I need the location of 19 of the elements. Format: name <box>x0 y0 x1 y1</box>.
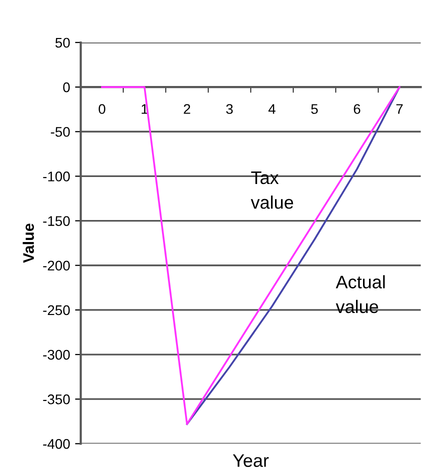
x-tick-label: 6 <box>354 104 360 114</box>
y-tick-label: -200 <box>43 260 70 271</box>
y-tick-label: -100 <box>43 172 70 182</box>
x-tick-label: 3 <box>226 104 233 114</box>
x-tick-label: 4 <box>268 104 276 114</box>
y-tick-label: -50 <box>50 126 70 137</box>
x-axis-title: Year <box>232 454 269 467</box>
x-tick-label: 7 <box>396 104 403 114</box>
y-tick-label: -400 <box>43 439 70 449</box>
x-tick-label: 0 <box>98 104 106 114</box>
y-tick-label: 0 <box>63 82 70 92</box>
x-tick-label: 5 <box>311 104 318 114</box>
y-tick-label: -300 <box>43 350 70 360</box>
y-tick-label: -250 <box>43 305 70 316</box>
y-tick-label: -150 <box>43 216 70 226</box>
y-tick-label: -350 <box>43 394 70 404</box>
y-tick-label: 50 <box>55 38 70 48</box>
y-axis-title: Value <box>22 224 34 263</box>
x-tick-label: 2 <box>184 104 190 114</box>
